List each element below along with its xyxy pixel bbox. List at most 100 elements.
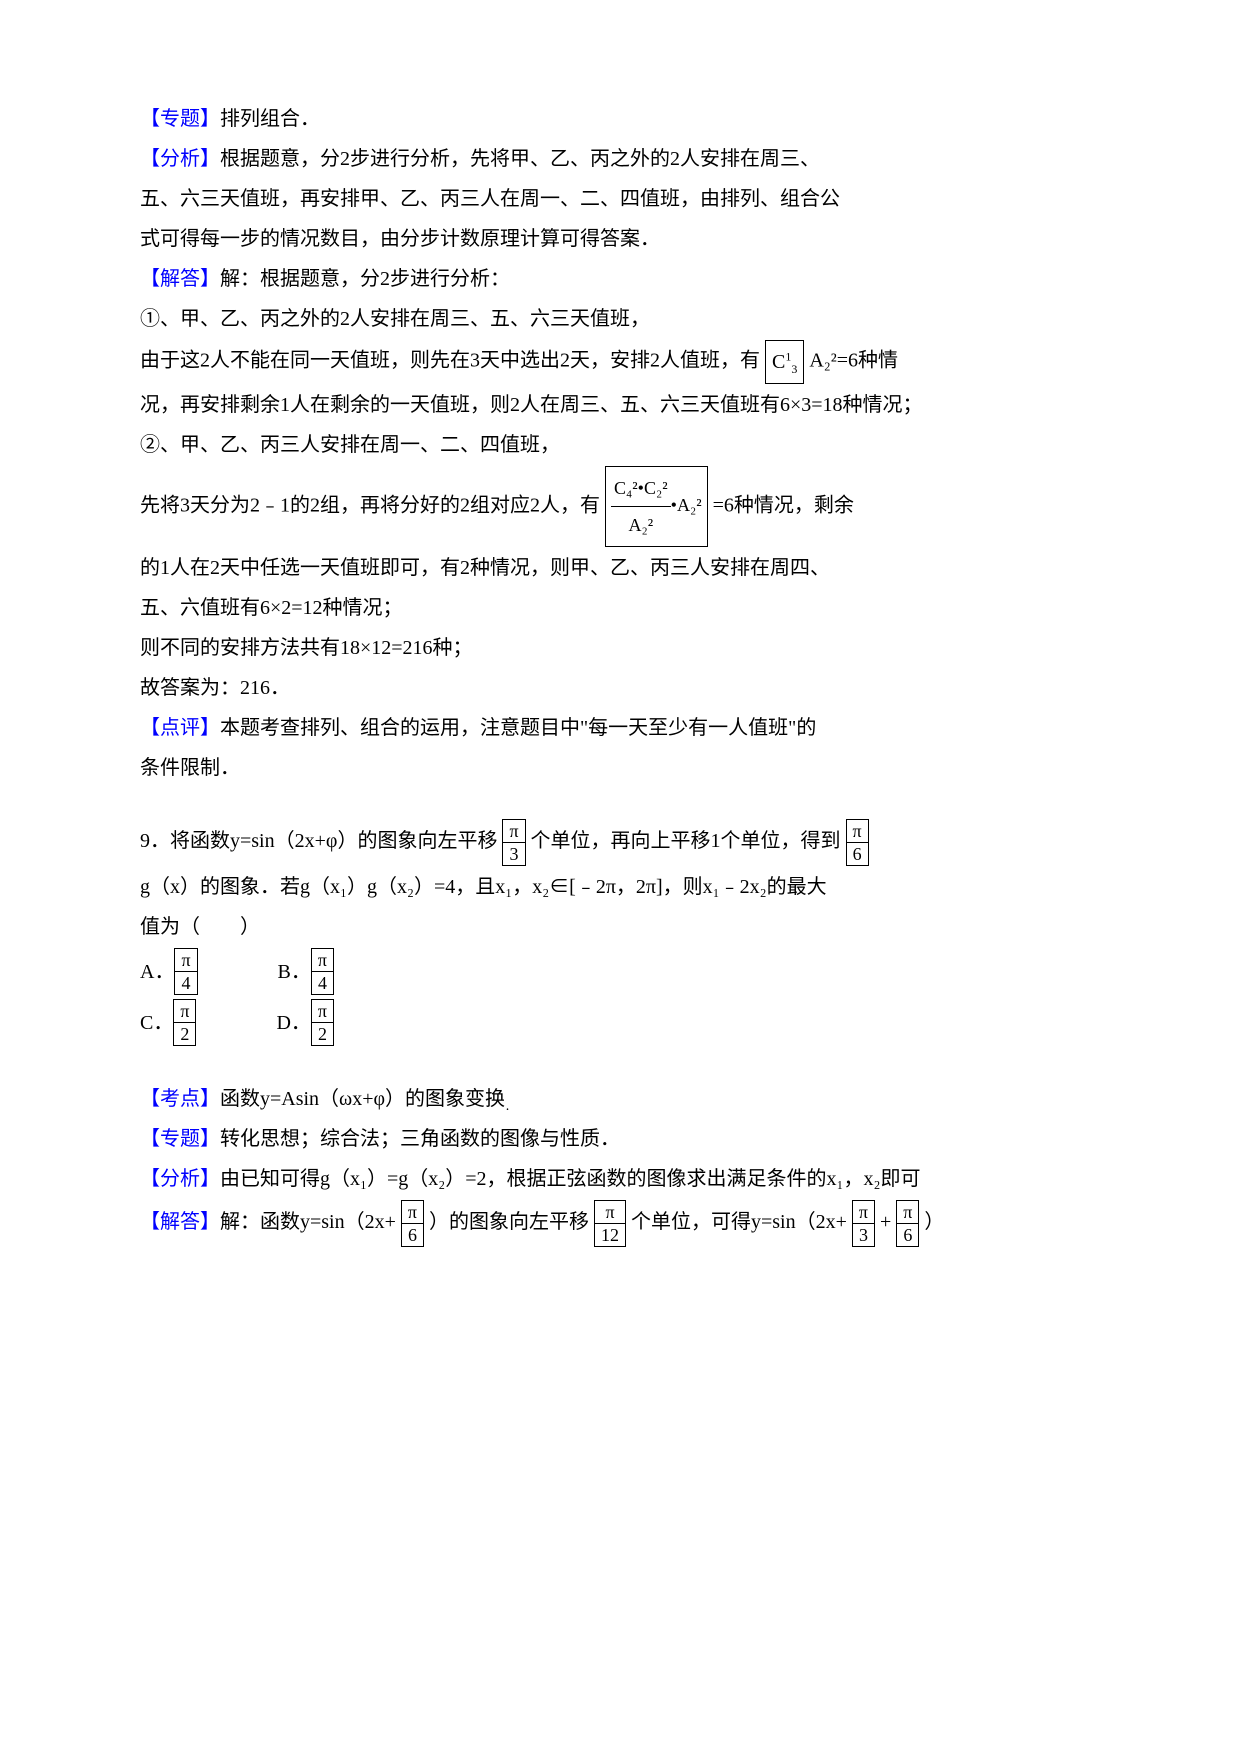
- frac-pi6j-bot: 6: [402, 1224, 423, 1246]
- option-b: B． π 4: [278, 948, 334, 995]
- kaodian-text: 函数y=Asin（ωx+φ）的图象变换: [220, 1088, 505, 1110]
- fenxi-line2: 五、六三天值班，再安排甲、乙、丙三人在周一、二、四值班，由排列、组合公: [140, 180, 1094, 218]
- jieda-line5a: 先将3天分为2﹣1的2组，再将分好的2组对应2人，有: [140, 494, 600, 516]
- frac-pi6-a: π 6: [846, 819, 869, 866]
- jieda2-b: ）的图象向左平移: [429, 1211, 589, 1233]
- zhuanti2-section: 【专题】转化思想；综合法；三角函数的图像与性质．: [140, 1120, 1094, 1158]
- optB-top: π: [312, 949, 333, 972]
- jieda-line5: 先将3天分为2﹣1的2组，再将分好的2组对应2人，有 C₄²•C₂² A₂² •…: [140, 466, 1094, 547]
- zhuanti-section: 【专题】排列组合．: [140, 100, 1094, 138]
- jieda2-c: 个单位，可得y=sin（2x+: [631, 1211, 847, 1233]
- frac-pi3-j: π 3: [852, 1200, 875, 1247]
- spacer2: [140, 1050, 1094, 1080]
- frac-pi12: π 12: [594, 1200, 626, 1247]
- zhuanti2-label: 【专题】: [140, 1128, 220, 1150]
- optD-frac: π 2: [311, 999, 334, 1046]
- frac-pi12-top: π: [595, 1201, 625, 1224]
- frac-pi6a-bot: 6: [847, 843, 868, 865]
- optD-bot: 2: [312, 1023, 333, 1045]
- optC-bot: 2: [174, 1023, 195, 1045]
- jieda2-e: ）: [924, 1211, 944, 1233]
- optD-label: D．: [276, 1004, 310, 1042]
- jieda-section: 【解答】解：根据题意，分2步进行分析：: [140, 260, 1094, 298]
- q2-num: 9．: [140, 830, 170, 852]
- zhuanti-label: 【专题】: [140, 108, 220, 130]
- optD-top: π: [312, 1000, 333, 1023]
- optA-bot: 4: [175, 972, 196, 994]
- complex-den: A₂²: [611, 507, 671, 543]
- formula-c31: C13: [765, 340, 804, 384]
- jieda-step1b-line: 由于这2人不能在同一天值班，则先在3天中选出2天，安排2人值班，有 C13 A₂…: [140, 340, 1094, 384]
- frac-pi3j-bot: 3: [853, 1224, 874, 1246]
- optB-frac: π 4: [311, 948, 334, 995]
- formula-complex: C₄²•C₂² A₂² •A₂²: [605, 466, 708, 547]
- c31-c: C: [772, 351, 785, 373]
- dianping-label: 【点评】: [140, 717, 220, 739]
- frac-pi6j2-bot: 6: [897, 1224, 918, 1246]
- q2-line3: 值为（ ）: [140, 908, 1094, 946]
- optB-bot: 4: [312, 972, 333, 994]
- jieda2-section: 【解答】解：函数y=sin（2x+ π 6 ）的图象向左平移 π 12 个单位，…: [140, 1200, 1094, 1247]
- fenxi2-label: 【分析】: [140, 1168, 220, 1190]
- fenxi-section: 【分析】根据题意，分2步进行分析，先将甲、乙、丙之外的2人安排在周三、: [140, 140, 1094, 178]
- jieda-line8: 则不同的安排方法共有18×12=216种；: [140, 629, 1094, 667]
- optA-label: A．: [140, 953, 174, 991]
- option-c: C． π 2: [140, 999, 196, 1046]
- frac-pi3j-top: π: [853, 1201, 874, 1224]
- complex-num: C₄²•C₂²: [611, 470, 671, 507]
- spacer: [140, 789, 1094, 819]
- zhuanti-text: 排列组合．: [220, 108, 320, 130]
- jieda-step1a: ①、甲、乙、丙之外的2人安排在周三、五、六三天值班，: [140, 300, 1094, 338]
- option-d: D． π 2: [276, 999, 334, 1046]
- fenxi-line3: 式可得每一步的情况数目，由分步计数原理计算可得答案．: [140, 220, 1094, 258]
- frac-pi6j-top: π: [402, 1201, 423, 1224]
- jieda-line7: 五、六值班有6×2=12种情况；: [140, 589, 1094, 627]
- dianping-section: 【点评】本题考查排列、组合的运用，注意题目中"每一天至少有一人值班"的: [140, 709, 1094, 747]
- q2-line1b: 个单位，再向上平移1个单位，得到: [531, 830, 841, 852]
- fenxi-label: 【分析】: [140, 148, 220, 170]
- frac-pi6-j2: π 6: [896, 1200, 919, 1247]
- frac-pi12-bot: 12: [595, 1224, 625, 1246]
- dianping-line2: 条件限制．: [140, 749, 1094, 787]
- optA-frac: π 4: [174, 948, 197, 995]
- jieda-line5b: =6种情况，剩余: [713, 494, 854, 516]
- frac-pi3-bot: 3: [503, 843, 524, 865]
- zhuanti2-text: 转化思想；综合法；三角函数的图像与性质．: [220, 1128, 620, 1150]
- jieda-line6: 的1人在2天中任选一天值班即可，有2种情况，则甲、乙、丙三人安排在周四、: [140, 549, 1094, 587]
- small-dash: ．: [505, 1102, 515, 1113]
- jieda-line9: 故答案为：216．: [140, 669, 1094, 707]
- kaodian-label: 【考点】: [140, 1088, 220, 1110]
- q2-line1: 9．将函数y=sin（2x+φ）的图象向左平移 π 3 个单位，再向上平移1个单…: [140, 819, 1094, 866]
- dianping-line1: 本题考查排列、组合的运用，注意题目中"每一天至少有一人值班"的: [220, 717, 816, 739]
- jieda2-a: 解：函数y=sin（2x+: [220, 1211, 396, 1233]
- optC-frac: π 2: [173, 999, 196, 1046]
- jieda-line3: 况，再安排剩余1人在剩余的一天值班，则2人在周三、五、六三天值班有6×3=18种…: [140, 386, 1094, 424]
- optA-top: π: [175, 949, 196, 972]
- fenxi2-section: 【分析】由已知可得g（x₁）=g（x₂）=2，根据正弦函数的图像求出满足条件的x…: [140, 1160, 1094, 1198]
- jieda-label: 【解答】: [140, 268, 220, 290]
- jieda-c3-after: A₂²=6种情: [809, 350, 898, 372]
- jieda2-d: +: [880, 1211, 891, 1233]
- options-row2: C． π 2 D． π 2: [140, 999, 1094, 1046]
- q2-line2: g（x）的图象．若g（x₁）g（x₂）=4，且x₁，x₂∈[﹣2π，2π]，则x…: [140, 868, 1094, 906]
- complex-tail: •A₂²: [671, 495, 702, 515]
- jieda-line4: ②、甲、乙、丙三人安排在周一、二、四值班，: [140, 426, 1094, 464]
- q2-line1a: 将函数y=sin（2x+φ）的图象向左平移: [170, 830, 497, 852]
- jieda2-label: 【解答】: [140, 1211, 220, 1233]
- fenxi-line1: 根据题意，分2步进行分析，先将甲、乙、丙之外的2人安排在周三、: [220, 148, 820, 170]
- frac-pi6j2-top: π: [897, 1201, 918, 1224]
- frac-pi6a-top: π: [847, 820, 868, 843]
- fenxi2-text: 由已知可得g（x₁）=g（x₂）=2，根据正弦函数的图像求出满足条件的x₁，x₂…: [220, 1168, 920, 1190]
- jieda-line1: 解：根据题意，分2步进行分析：: [220, 268, 510, 290]
- kaodian-section: 【考点】函数y=Asin（ωx+φ）的图象变换．: [140, 1080, 1094, 1118]
- optC-label: C．: [140, 1004, 173, 1042]
- c31-sub: 3: [791, 362, 797, 376]
- option-a: A． π 4: [140, 948, 198, 995]
- jieda-step1b: 由于这2人不能在同一天值班，则先在3天中选出2天，安排2人值班，有: [140, 350, 760, 372]
- options-row1: A． π 4 B． π 4: [140, 948, 1094, 995]
- optB-label: B．: [278, 953, 311, 991]
- frac-pi3-top: π: [503, 820, 524, 843]
- frac-pi6-j: π 6: [401, 1200, 424, 1247]
- optC-top: π: [174, 1000, 195, 1023]
- frac-pi3: π 3: [502, 819, 525, 866]
